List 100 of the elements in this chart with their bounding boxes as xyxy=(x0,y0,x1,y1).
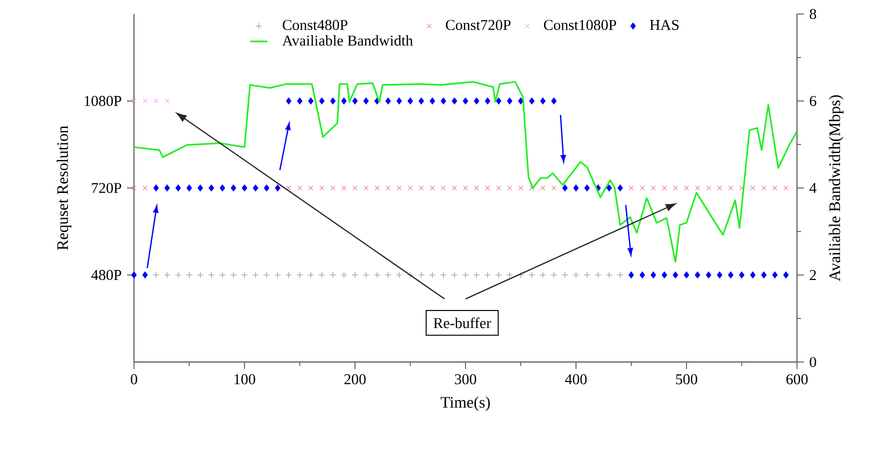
point xyxy=(219,272,226,278)
point xyxy=(330,186,336,190)
x-tick-label: 600 xyxy=(786,374,808,384)
point xyxy=(264,184,270,192)
point xyxy=(572,272,580,278)
point xyxy=(142,271,148,278)
point xyxy=(330,272,336,278)
point xyxy=(452,186,457,190)
y-tick-label: 720P xyxy=(92,182,122,194)
point xyxy=(241,272,248,278)
point xyxy=(342,186,346,190)
point xyxy=(208,184,214,192)
point xyxy=(186,272,193,278)
point xyxy=(650,271,656,278)
y2-tick-label: 6 xyxy=(810,96,816,106)
point xyxy=(728,271,734,278)
point xyxy=(463,186,468,190)
point xyxy=(418,272,425,278)
x-tick-label: 400 xyxy=(565,374,587,384)
point xyxy=(164,272,170,278)
legend-label: Availiable Bandwidth xyxy=(282,35,413,46)
point xyxy=(452,97,458,104)
point xyxy=(340,272,348,278)
point xyxy=(396,272,402,278)
point xyxy=(220,184,226,192)
point xyxy=(362,272,370,278)
point xyxy=(673,186,678,190)
point xyxy=(430,97,436,104)
point xyxy=(152,272,160,278)
point xyxy=(208,272,215,278)
point xyxy=(772,271,778,278)
x-tick-label: 0 xyxy=(130,374,138,384)
y2-tick-label: 4 xyxy=(810,183,816,193)
legend-label: Const1080P xyxy=(544,20,616,30)
point xyxy=(352,272,358,278)
point xyxy=(408,97,413,104)
point xyxy=(474,97,480,104)
point xyxy=(485,186,490,190)
point xyxy=(540,97,546,104)
point xyxy=(154,98,159,104)
point xyxy=(164,98,170,104)
point xyxy=(584,184,590,192)
point xyxy=(474,186,479,190)
point xyxy=(784,186,788,190)
point xyxy=(230,184,236,192)
point xyxy=(132,98,136,104)
point xyxy=(551,186,556,190)
point xyxy=(252,272,259,278)
point xyxy=(242,184,248,192)
point xyxy=(540,186,546,190)
point xyxy=(263,272,270,278)
point xyxy=(462,272,469,278)
point xyxy=(529,97,534,104)
x-axis-title: Time(s) xyxy=(440,396,490,412)
point xyxy=(473,272,480,278)
point xyxy=(319,186,324,190)
point xyxy=(286,97,292,104)
point xyxy=(132,186,136,190)
point xyxy=(297,97,302,104)
point xyxy=(274,272,281,278)
point xyxy=(750,271,756,278)
point xyxy=(451,272,458,278)
point xyxy=(717,186,722,190)
point xyxy=(606,272,612,278)
point xyxy=(716,271,722,278)
point xyxy=(363,97,369,104)
point xyxy=(418,97,424,104)
point xyxy=(640,271,645,278)
point xyxy=(230,272,237,278)
point xyxy=(308,272,314,278)
point xyxy=(772,186,778,190)
point xyxy=(562,184,568,192)
point xyxy=(628,271,634,278)
point xyxy=(364,186,368,190)
point xyxy=(484,97,490,104)
point xyxy=(761,186,766,190)
point xyxy=(551,97,557,104)
point xyxy=(506,272,513,278)
point xyxy=(286,186,292,190)
point xyxy=(518,97,524,104)
point xyxy=(440,186,446,190)
point xyxy=(408,186,413,190)
point xyxy=(341,97,347,104)
x-tick-label: 300 xyxy=(454,374,476,384)
point xyxy=(496,186,502,190)
y-tick-label: 1080P xyxy=(84,96,122,106)
y-tick-label: 480P xyxy=(91,270,122,280)
point xyxy=(495,272,502,278)
x-tick-label: 200 xyxy=(344,374,366,384)
point xyxy=(584,272,590,278)
y-axis-title: Requset Resolution xyxy=(56,126,72,250)
y2-tick-label: 0 xyxy=(810,356,816,368)
point xyxy=(330,97,336,104)
point xyxy=(518,186,524,190)
point xyxy=(131,271,137,278)
point xyxy=(662,271,668,278)
point xyxy=(739,271,744,278)
point xyxy=(684,271,690,278)
point xyxy=(142,186,148,190)
point xyxy=(318,272,326,278)
